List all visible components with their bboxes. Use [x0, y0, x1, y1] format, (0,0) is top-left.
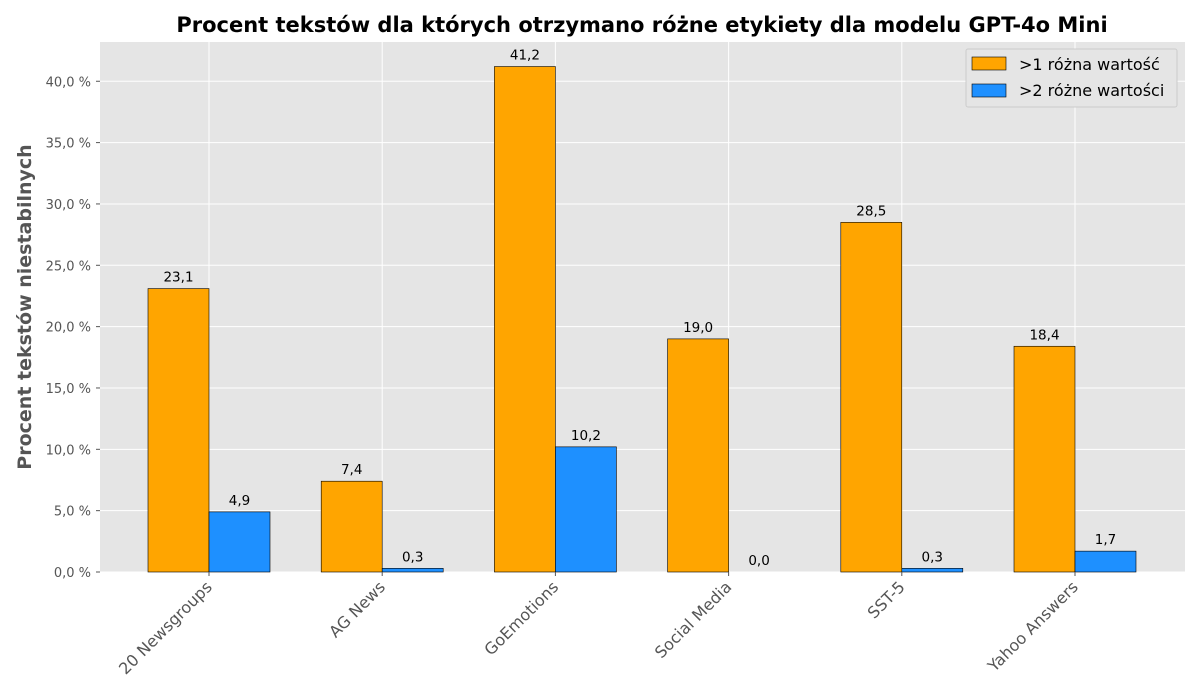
y-tick-label: 5,0 % — [54, 505, 91, 520]
legend-label-series-2: >2 różne wartości — [1019, 81, 1164, 100]
bar-series-1 — [320, 480, 383, 573]
bar-value-label: 19,0 — [683, 320, 713, 336]
legend: >1 różna wartość >2 różne wartości — [965, 48, 1178, 108]
bar-value-label: 10,2 — [571, 428, 601, 444]
y-tick-label: 30,0 % — [46, 198, 91, 213]
bar-value-label: 0,0 — [748, 553, 769, 569]
bar-series-2 — [381, 568, 444, 573]
x-tick-label: 20 Newsgroups — [115, 577, 216, 678]
bar-value-label: 0,3 — [922, 549, 943, 565]
bar-series-1 — [1013, 345, 1076, 573]
bars — [147, 66, 1137, 573]
bar-value-label: 41,2 — [510, 48, 540, 64]
x-tick-label: Yahoo Answers — [983, 577, 1082, 676]
bar-value-label: 4,9 — [229, 493, 250, 509]
bar-series-1 — [667, 338, 729, 573]
x-tick-label: AG News — [325, 577, 389, 641]
legend-swatch-series-2 — [971, 83, 1007, 98]
y-tick-label: 35,0 % — [46, 137, 91, 152]
y-tick-label: 40,0 % — [46, 75, 91, 90]
legend-box — [965, 48, 1178, 108]
bar-series-2 — [208, 511, 271, 573]
y-tick-label: 10,0 % — [46, 443, 91, 458]
bar-value-label: 28,5 — [856, 203, 886, 219]
y-tick-label: 25,0 % — [46, 259, 91, 274]
data-labels: 23,1 7,4 41,2 19,0 28,5 18,4 4,9 0,3 10,2 0,0 0,3 1… — [163, 48, 1116, 569]
bar-value-label: 18,4 — [1029, 327, 1059, 343]
bar-series-1 — [840, 222, 903, 573]
bar-series-2 — [901, 568, 964, 573]
bar-value-label: 23,1 — [163, 270, 193, 286]
bar-series-1 — [494, 66, 556, 573]
bar-series-2 — [555, 446, 617, 573]
plot-area — [100, 42, 1185, 572]
legend-label-series-1: >1 różna wartość — [1019, 55, 1160, 74]
chart-title: Procent tekstów dla których otrzymano ró… — [176, 13, 1107, 37]
legend-swatch-series-1 — [971, 56, 1007, 71]
y-tick-label: 0,0 % — [54, 566, 91, 581]
y-axis-label: Procent tekstów niestabilnych — [14, 144, 36, 469]
y-tick-label: 20,0 % — [46, 321, 91, 336]
x-tick-label: GoEmotions — [480, 577, 562, 659]
bar-series-1 — [147, 288, 210, 573]
bar-series-2 — [1074, 550, 1137, 573]
bar-value-label: 0,3 — [402, 549, 423, 565]
x-tick-label: Social Media — [651, 577, 736, 662]
y-tick-label: 15,0 % — [46, 382, 91, 397]
x-tick-label: SST-5 — [864, 577, 909, 622]
bar-value-label: 7,4 — [341, 462, 362, 478]
bar-value-label: 1,7 — [1095, 532, 1116, 548]
